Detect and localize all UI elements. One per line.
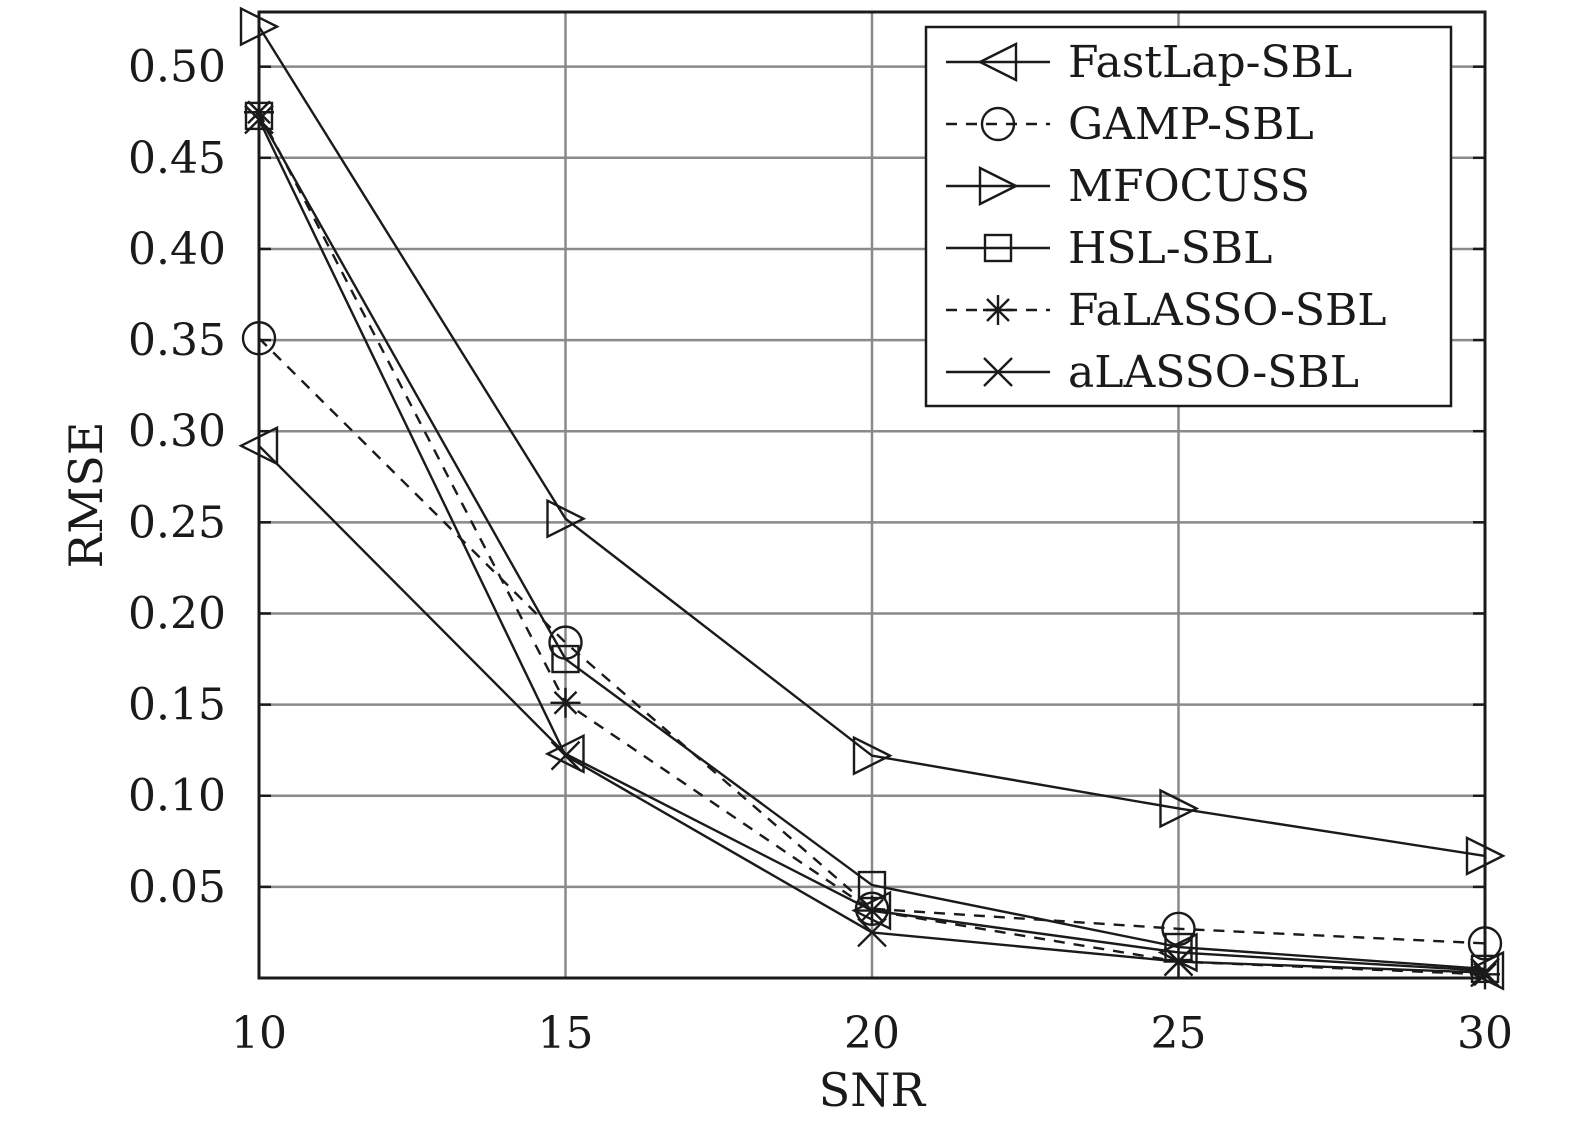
x-stroke bbox=[1163, 946, 1194, 977]
legend-entry-gamp-sbl: GAMP-SBL bbox=[946, 99, 1314, 150]
series-alasso-sbl bbox=[244, 104, 1500, 988]
legend-marker bbox=[983, 295, 1013, 325]
series-layer bbox=[238, 6, 1506, 991]
x-tick-label: 30 bbox=[1457, 1008, 1513, 1059]
data-point-hsl-sbl bbox=[551, 644, 580, 674]
legend-marker bbox=[983, 357, 1013, 387]
x-stroke bbox=[550, 740, 581, 771]
legend-label: GAMP-SBL bbox=[1068, 99, 1314, 150]
y-tick-label: 0.05 bbox=[128, 862, 226, 913]
x-stroke bbox=[983, 357, 1013, 387]
data-point-alasso-sbl bbox=[550, 740, 581, 771]
series-line-hsl-sbl bbox=[257, 115, 1486, 971]
data-point-mfocuss bbox=[1159, 788, 1200, 829]
legend-entry-fastlap-sbl: FastLap-SBL bbox=[946, 37, 1352, 88]
legend-entry-mfocuss: MFOCUSS bbox=[946, 161, 1310, 212]
y-tick-label: 0.20 bbox=[128, 588, 226, 639]
legend-label: aLASSO-SBL bbox=[1068, 347, 1359, 398]
legend-marker bbox=[978, 166, 1019, 206]
data-point-gamp-sbl bbox=[1161, 911, 1196, 946]
y-tick-label: 0.30 bbox=[128, 406, 226, 457]
data-point-mfocuss bbox=[852, 735, 893, 776]
y-tick-label: 0.45 bbox=[128, 133, 226, 184]
asterisk-stroke bbox=[986, 298, 1010, 322]
x-stroke bbox=[857, 917, 887, 948]
data-point-mfocuss bbox=[546, 498, 587, 539]
y-tick-label: 0.25 bbox=[128, 497, 226, 548]
legend-label: HSL-SBL bbox=[1068, 223, 1272, 274]
legend-label: MFOCUSS bbox=[1068, 161, 1310, 212]
y-tick-label: 0.35 bbox=[128, 315, 226, 366]
legend-label: FaLASSO-SBL bbox=[1068, 285, 1387, 336]
plot-frame bbox=[257, 10, 1487, 980]
y-axis-label: RMSE bbox=[59, 422, 113, 569]
tick-labels: 10 15 20 25 30 0.05 0.10 0.15 0.20 0.25 0.30 0.35 0.… bbox=[128, 42, 1513, 1059]
y-tick-label: 0.10 bbox=[128, 771, 226, 822]
legend-label: FastLap-SBL bbox=[1068, 37, 1352, 88]
legend-entry-alasso-sbl: aLASSO-SBL bbox=[946, 347, 1359, 398]
legend-marker bbox=[977, 42, 1018, 82]
series-line-mfocuss bbox=[257, 25, 1486, 858]
y-tick-label: 0.40 bbox=[128, 224, 226, 275]
x-tick-label: 25 bbox=[1151, 1008, 1207, 1059]
legend: FastLap-SBL GAMP-SBL MFOCUSS HSL-SBL FaLASSO… bbox=[924, 25, 1453, 408]
x-axis-label: SNR bbox=[819, 1063, 927, 1117]
x-tick-label: 20 bbox=[844, 1008, 900, 1059]
data-point-alasso-sbl bbox=[857, 917, 887, 948]
y-tick-label: 0.50 bbox=[128, 42, 226, 93]
legend-entry-falasso-sbl: FaLASSO-SBL bbox=[946, 285, 1387, 336]
asterisk-stroke bbox=[553, 690, 578, 715]
legend-entry-hsl-sbl: HSL-SBL bbox=[946, 223, 1272, 274]
legend-marker bbox=[980, 106, 1016, 142]
data-point-falasso-sbl bbox=[857, 895, 887, 926]
asterisk-stroke bbox=[860, 898, 884, 923]
legend-box bbox=[924, 25, 1453, 408]
data-point-fastlap-sbl bbox=[544, 733, 585, 774]
data-point-falasso-sbl bbox=[550, 687, 581, 718]
data-point-alasso-sbl bbox=[1163, 946, 1194, 977]
legend-marker bbox=[983, 233, 1013, 263]
x-tick-label: 10 bbox=[231, 1008, 287, 1059]
x-tick-label: 15 bbox=[538, 1008, 594, 1059]
y-tick-label: 0.15 bbox=[128, 680, 226, 731]
